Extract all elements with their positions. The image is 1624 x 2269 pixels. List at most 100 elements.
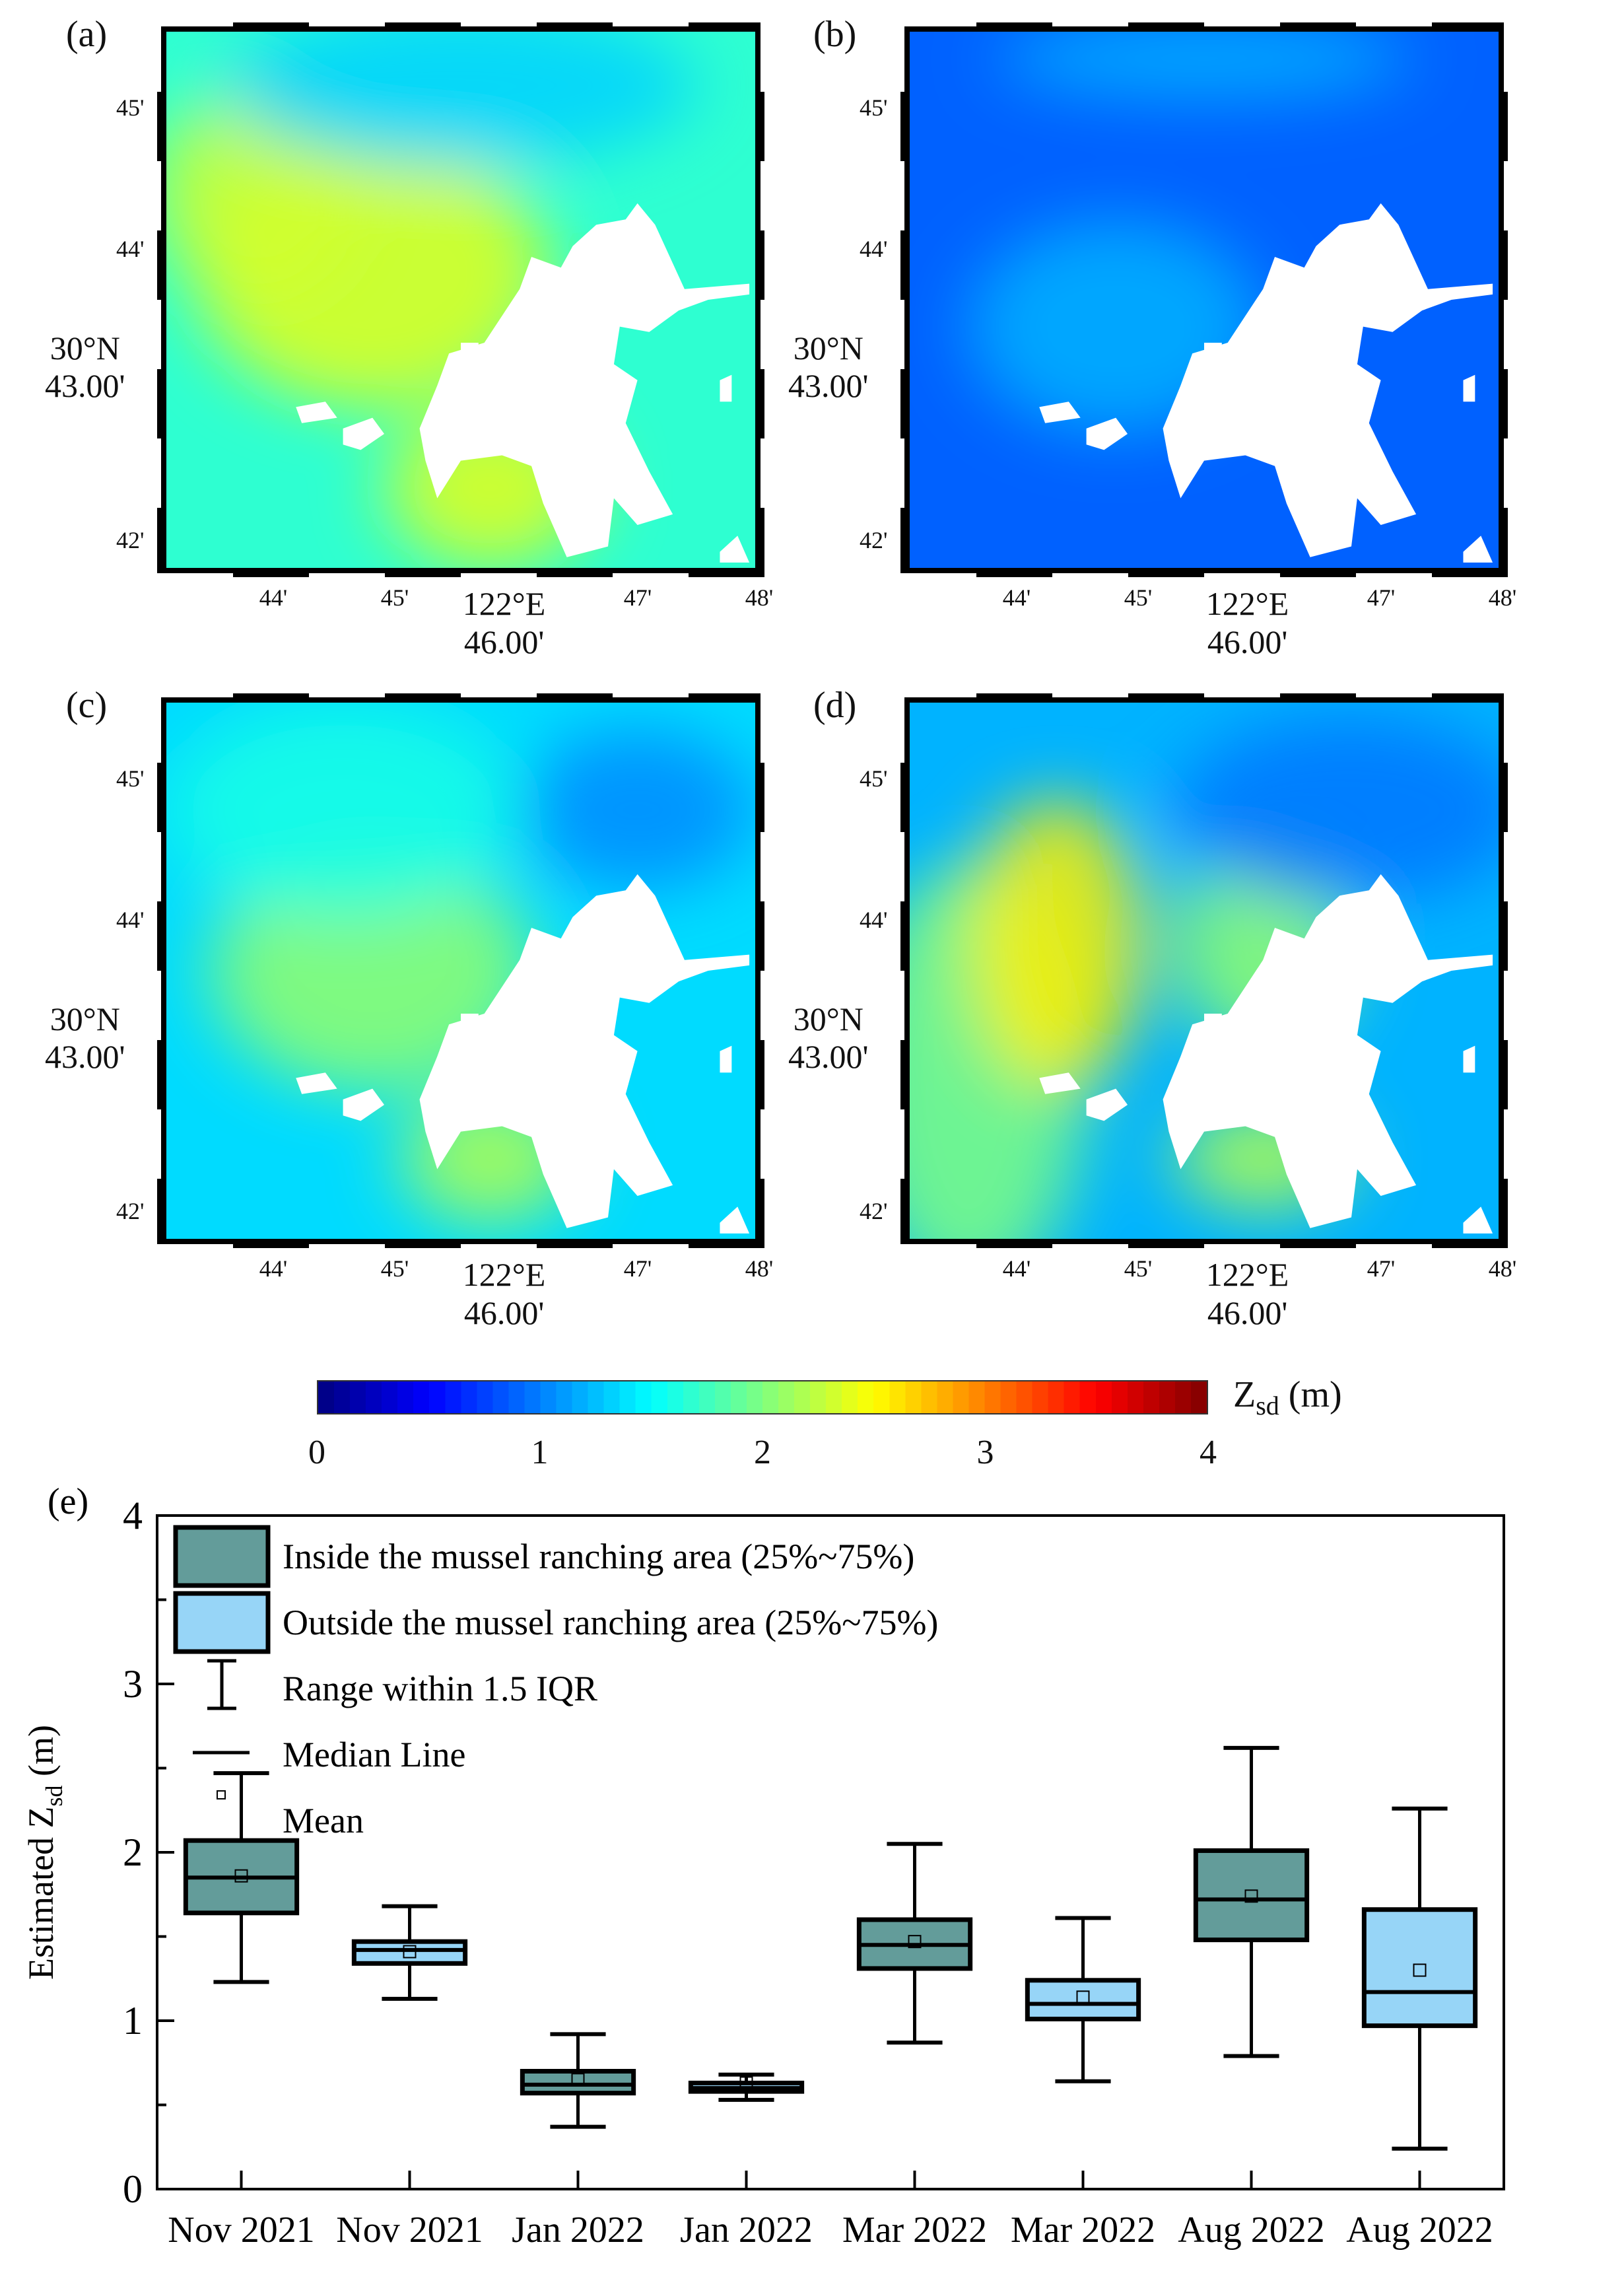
colorbar-tick-label: 3 [976,1434,994,1471]
lon-tick-label: 48' [1488,1255,1517,1282]
zsd-map [910,703,1499,1239]
legend-label: Range within 1.5 IQR [283,1669,597,1708]
box-outside [351,1904,468,2001]
x-tick-label: Nov 2021 [168,2210,314,2251]
map-frame [900,22,1508,577]
box-outside [1025,1916,1141,2083]
colorbar-title-unit: (m) [1279,1374,1342,1415]
lon-tick-label: 48' [1488,584,1517,611]
colorbar-tick-label: 0 [308,1434,325,1471]
small-island [1204,342,1222,359]
lat-tick-label: 42' [860,527,888,554]
small-island [343,1088,385,1121]
lat-tick-label: 44' [860,907,888,934]
lon-tick-label: 45' [1124,584,1153,611]
colorbar-tick-label: 1 [531,1434,549,1471]
lon-tick-label: 44' [259,584,288,611]
panel-label: (b) [813,14,857,55]
y-tick-label: 0 [123,2167,143,2211]
map-zsd-region [998,32,1411,99]
box-inside [1193,1745,1310,2058]
colorbar-title: Zsd (m) [1233,1374,1342,1421]
mean-marker [1244,1889,1258,1903]
mean-marker [1413,1963,1427,1977]
mean-marker [1076,1990,1090,2004]
small-island [720,536,750,563]
lat-tick-label: 45' [860,765,888,792]
legend-swatch-outside [173,1591,271,1654]
lat-tick-label: 42' [116,1198,145,1225]
box-outside [688,2072,805,2102]
map-zsd-region [166,703,520,917]
lat-main-label: 30°N 43.00' [788,329,869,405]
lon-tick-label: 44' [1002,1255,1031,1282]
y-tick-label: 1 [123,1999,143,2042]
x-tick-label: Jan 2022 [680,2210,813,2251]
lon-tick-label: 45' [1124,1255,1153,1282]
box-outside [1361,1806,1478,2151]
small-island [1463,536,1493,563]
small-island [296,401,337,423]
island-land [1163,874,1493,1228]
lat-tick-label: 44' [116,236,145,263]
panel-label: (d) [813,685,857,726]
y-tick-label: 4 [123,1494,143,1537]
lon-main-label: 122°E 46.00' [1205,585,1289,660]
small-island [296,1072,337,1094]
panel-label: (a) [66,14,108,55]
x-tick-label: Mar 2022 [842,2210,987,2251]
small-island [1086,1088,1128,1121]
iqr-box [351,1939,468,1966]
small-island [461,342,479,359]
lat-tick-label: 42' [116,527,145,554]
lon-main-label: 122°E 46.00' [462,1256,546,1331]
small-island [720,1206,750,1234]
lat-tick-label: 44' [860,236,888,263]
small-island [720,374,732,402]
y-axis-label: Estimated Zsd (m) [21,1725,67,1980]
map-frame [900,693,1508,1248]
lon-tick-label: 48' [745,584,774,611]
map-zsd-region [1174,716,1499,904]
small-island [1204,1013,1222,1030]
map-frame [157,22,764,577]
lon-main-label: 122°E 46.00' [462,585,546,660]
island-land [419,203,750,557]
iqr-box [1025,1978,1141,2021]
x-tick-label: Aug 2022 [1346,2210,1493,2251]
lat-tick-label: 44' [116,907,145,934]
box-inside [856,1842,973,2045]
lat-main-label: 30°N 43.00' [45,329,125,405]
iqr-box [520,2069,636,2096]
zsd-map [166,32,755,568]
y-tick-label: 2 [123,1831,143,1874]
colorbar-title-main: Z [1233,1374,1256,1415]
lon-tick-label: 45' [380,584,409,611]
zsd-map [910,32,1499,568]
small-island [1463,374,1475,402]
lat-main-label: 30°N 43.00' [788,1000,869,1076]
lon-tick-label: 45' [380,1255,409,1282]
map-zsd-region [968,796,1145,1092]
x-tick-label: Nov 2021 [336,2210,483,2251]
panel-label: (c) [66,685,108,726]
legend-label: Inside the mussel ranching area (25%~75%… [283,1537,914,1576]
lon-tick-label: 47' [623,1255,652,1282]
small-island [343,417,385,450]
lon-tick-label: 47' [1367,1255,1396,1282]
colorbar-tick-label: 4 [1200,1434,1217,1471]
legend-label: Outside the mussel ranching area (25%~75… [283,1603,938,1642]
panel-label: (e) [48,1481,88,1522]
mean-marker [739,2076,753,2090]
lon-tick-label: 48' [745,1255,774,1282]
mean-marker [571,2073,585,2087]
map-zsd-region [225,32,696,166]
legend-label: Median Line [283,1735,465,1774]
small-island [1039,1072,1081,1094]
lon-tick-label: 44' [259,1255,288,1282]
boxplot-chart: (e) 0 1 2 3 4 Estimated Zsd (m) Nov 2021 Nov 202… [21,1481,1505,2251]
lat-tick-label: 45' [116,94,145,122]
small-island [1463,1045,1475,1073]
lon-tick-label: 47' [623,584,652,611]
x-tick-label: Aug 2022 [1178,2210,1324,2251]
